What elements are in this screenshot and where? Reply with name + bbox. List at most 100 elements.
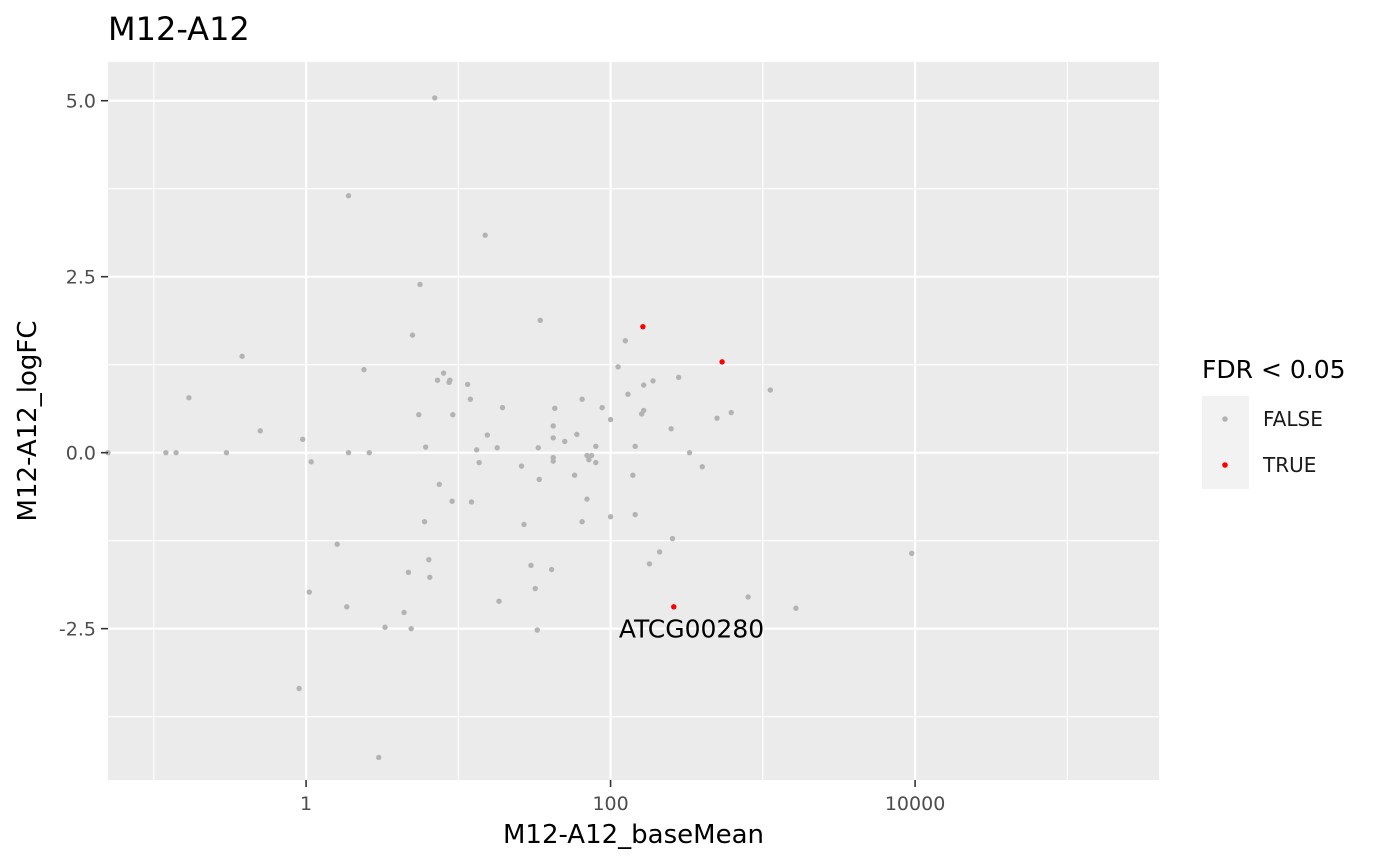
point-false (426, 556, 432, 563)
point-false (434, 377, 441, 383)
point-false (366, 449, 372, 456)
point-false (630, 472, 636, 478)
legend-key-true (1222, 462, 1228, 468)
point-false (173, 449, 179, 456)
x-tick-label: 100 (592, 793, 628, 815)
point-false (686, 449, 693, 456)
y-tick-label: 0.0 (66, 443, 96, 465)
point-true (640, 323, 646, 330)
point-true (719, 359, 725, 365)
point-false (536, 476, 542, 483)
point-false (257, 428, 263, 434)
point-false (299, 436, 306, 443)
point-false (163, 449, 169, 456)
point-false (499, 404, 506, 411)
point-false (622, 338, 629, 344)
legend: FDR < 0.05 FALSE TRUE (1202, 355, 1346, 489)
point-false (484, 432, 491, 438)
point-false (669, 535, 676, 542)
point-false (447, 377, 453, 383)
point-false (767, 387, 774, 393)
point-false (535, 445, 541, 451)
point-false (552, 405, 558, 412)
chart-title: M12-A12 (108, 10, 250, 48)
y-tick-label: 2.5 (66, 267, 96, 289)
point-false (494, 445, 500, 451)
point-false (534, 627, 540, 633)
point-false (699, 464, 705, 470)
point-false (571, 472, 578, 478)
point-false (728, 409, 734, 416)
point-false (468, 499, 475, 505)
point-false (615, 364, 621, 370)
point-false (239, 353, 245, 359)
point-false (675, 374, 682, 381)
point-false (521, 521, 527, 528)
legend-key-false (1222, 416, 1228, 422)
point-false (417, 281, 423, 288)
point-annotation: ATCG00280 (619, 615, 764, 644)
point-false (401, 609, 407, 616)
y-tick-label: -2.5 (59, 619, 96, 641)
x-axis: 1 100 10000 (300, 780, 945, 815)
legend-label-true: TRUE (1262, 453, 1316, 477)
point-false (588, 452, 595, 459)
point-false (496, 598, 502, 604)
point-false (548, 566, 555, 573)
point-false (579, 518, 585, 525)
point-false (550, 423, 556, 429)
y-axis-title: M12-A12_logFC (13, 321, 43, 522)
point-false (668, 426, 674, 432)
point-false (537, 317, 543, 324)
point-false (579, 396, 585, 402)
legend-key-background (1202, 396, 1249, 489)
x-tick-label: 1 (300, 793, 312, 815)
point-false (223, 449, 230, 456)
point-false (599, 404, 605, 411)
point-false (421, 518, 428, 525)
point-false (476, 459, 482, 466)
point-false (584, 496, 590, 502)
point-false (532, 585, 538, 592)
x-tick-label: 10000 (885, 793, 945, 815)
point-false (593, 459, 599, 466)
point-false (345, 193, 352, 199)
point-false (186, 395, 192, 401)
plot-panel (108, 62, 1159, 780)
point-false (593, 443, 599, 450)
point-false (625, 391, 631, 397)
point-false (528, 562, 534, 569)
point-false (308, 459, 314, 465)
point-false (376, 754, 382, 761)
point-false (607, 416, 614, 423)
point-false (306, 589, 313, 595)
major-gridlines (108, 62, 1159, 780)
point-false (640, 407, 647, 414)
point-false (408, 625, 414, 632)
point-false (607, 514, 614, 520)
y-tick-label: 5.0 (66, 91, 96, 113)
point-false (632, 443, 638, 450)
point-false (714, 415, 720, 421)
point-false (650, 378, 656, 384)
point-false (450, 411, 456, 418)
point-false (646, 561, 653, 567)
point-false (464, 381, 471, 388)
point-false (382, 624, 388, 630)
point-false (745, 594, 751, 600)
point-false (473, 447, 480, 453)
point-false (640, 382, 647, 388)
point-false (334, 541, 340, 547)
point-false (422, 444, 429, 450)
point-true (671, 604, 677, 610)
point-false (586, 457, 592, 463)
point-false (656, 549, 663, 555)
minor-gridlines (108, 62, 1159, 780)
annotations: ATCG00280 (619, 615, 764, 644)
point-false (550, 454, 556, 461)
point-false (584, 452, 590, 459)
x-axis-title: M12-A12_baseMean (503, 820, 764, 850)
point-false (361, 366, 367, 373)
point-false (344, 604, 350, 610)
